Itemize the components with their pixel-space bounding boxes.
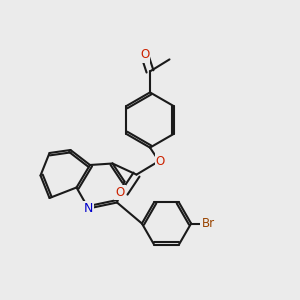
Text: Br: Br bbox=[202, 217, 215, 230]
Text: O: O bbox=[116, 186, 124, 199]
Text: O: O bbox=[156, 154, 165, 168]
Text: O: O bbox=[140, 48, 149, 62]
Text: N: N bbox=[84, 202, 93, 215]
